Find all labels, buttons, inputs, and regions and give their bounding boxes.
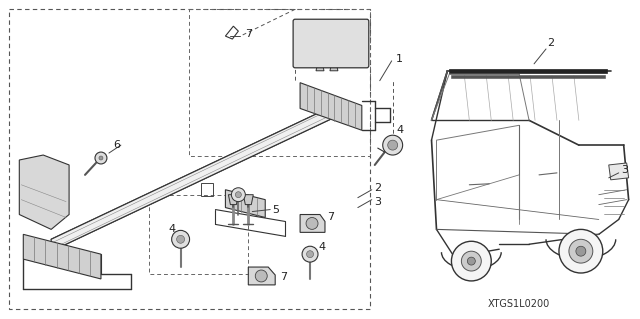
Circle shape: [99, 156, 103, 160]
Bar: [10, 9, 370, 309]
Text: 4: 4: [318, 242, 325, 252]
Polygon shape: [316, 53, 324, 71]
FancyBboxPatch shape: [293, 19, 369, 68]
Polygon shape: [300, 83, 362, 130]
Text: 1: 1: [396, 54, 403, 64]
Polygon shape: [451, 75, 605, 78]
Circle shape: [255, 270, 268, 282]
Circle shape: [451, 241, 492, 281]
Polygon shape: [300, 214, 325, 232]
Polygon shape: [228, 195, 238, 204]
Bar: [148, 195, 248, 274]
Circle shape: [467, 257, 476, 265]
Circle shape: [461, 251, 481, 271]
Text: 6: 6: [113, 140, 120, 150]
Circle shape: [236, 192, 241, 198]
Polygon shape: [248, 267, 275, 285]
Circle shape: [388, 140, 397, 150]
Circle shape: [569, 239, 593, 263]
Circle shape: [232, 188, 245, 202]
Polygon shape: [23, 234, 101, 279]
Polygon shape: [449, 69, 607, 73]
Text: 2: 2: [374, 183, 381, 193]
Bar: [189, 9, 370, 156]
Polygon shape: [19, 155, 69, 229]
Text: 7: 7: [245, 29, 252, 39]
Text: 7: 7: [327, 212, 334, 222]
Text: 2: 2: [547, 38, 554, 48]
Circle shape: [576, 246, 586, 256]
Circle shape: [302, 246, 318, 262]
Circle shape: [177, 235, 184, 243]
Circle shape: [307, 251, 314, 258]
Text: 3: 3: [621, 165, 628, 175]
Polygon shape: [225, 190, 265, 218]
Polygon shape: [51, 100, 345, 251]
Text: 3: 3: [374, 197, 381, 207]
Circle shape: [95, 152, 107, 164]
Circle shape: [559, 229, 603, 273]
Text: 7: 7: [280, 272, 287, 282]
Text: XTGS1L0200: XTGS1L0200: [488, 299, 550, 309]
Circle shape: [172, 230, 189, 248]
Polygon shape: [609, 163, 628, 180]
Polygon shape: [243, 195, 253, 204]
Polygon shape: [330, 53, 338, 71]
Text: 4: 4: [169, 224, 176, 234]
Text: 5: 5: [272, 204, 279, 215]
Circle shape: [383, 135, 403, 155]
Text: 4: 4: [397, 125, 404, 135]
Circle shape: [306, 218, 318, 229]
